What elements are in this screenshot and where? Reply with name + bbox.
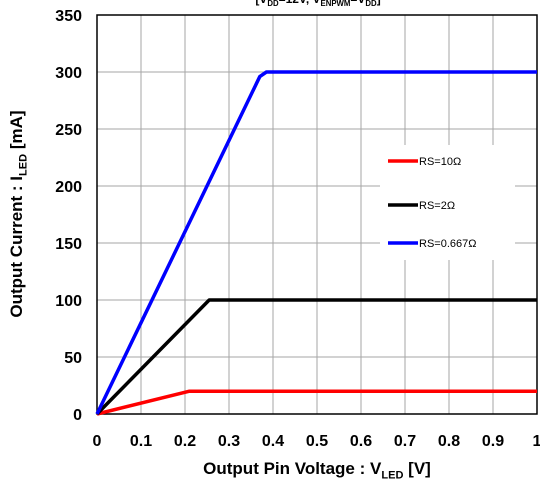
y-tick-label: 350 (55, 8, 82, 25)
label-part: [mA] (7, 110, 26, 153)
chart-title: [VDD=12V, VENPWM=VDD] (255, 0, 380, 8)
subscript: ENPWM (321, 0, 351, 8)
y-tick-label: 0 (73, 407, 82, 424)
x-axis-label: Output Pin Voltage : VLED [V] (203, 459, 431, 481)
line-series (96, 389, 537, 416)
plot-border (96, 14, 538, 415)
subscript: LED (17, 154, 29, 176)
x-tick-label: 0.6 (350, 433, 372, 450)
line-series (95, 70, 537, 415)
y-tick-label: 250 (55, 122, 82, 139)
label-part: [V (255, 0, 267, 6)
subscript: LED (381, 469, 403, 481)
x-tick-label: 0 (93, 433, 102, 450)
label-part: =V (350, 0, 365, 6)
x-tick-label: 0.7 (394, 433, 416, 450)
label-part: Output Current : I (7, 176, 26, 318)
legend (380, 145, 515, 260)
x-tick-label: 0.3 (218, 433, 240, 450)
x-tick-label: 0.2 (174, 433, 196, 450)
y-tick-label: 150 (55, 236, 82, 253)
subscript: DD (365, 0, 377, 8)
label-part: ] (377, 0, 381, 6)
y-tick-label: 300 (55, 65, 82, 82)
legend-label: RS=0.667Ω (419, 238, 476, 250)
x-tick-label: 0.5 (306, 433, 328, 450)
label-part: [V] (403, 459, 430, 478)
x-tick-label: 0.4 (262, 433, 284, 450)
x-tick-label: 1 (533, 433, 540, 450)
y-tick-label: 100 (55, 293, 82, 310)
legend-label: RS=10Ω (419, 156, 461, 168)
x-tick-label: 0.1 (130, 433, 152, 450)
y-tick-label: 200 (55, 179, 82, 196)
y-tick-label: 50 (64, 350, 82, 367)
label-part: =12V, V (279, 0, 321, 6)
x-tick-label: 0.8 (438, 433, 460, 450)
legend-label: RS=2Ω (419, 200, 455, 212)
y-axis-label: Output Current : ILED [mA] (7, 110, 29, 317)
x-tick-label: 0.9 (482, 433, 504, 450)
line-series (95, 298, 537, 416)
subscript: DD (267, 0, 279, 8)
label-part: Output Pin Voltage : V (203, 459, 382, 478)
